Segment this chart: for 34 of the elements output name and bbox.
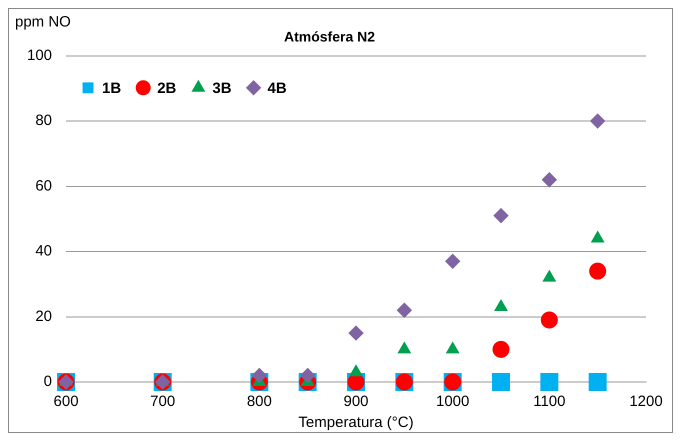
- point: [588, 373, 607, 391]
- point: [542, 172, 557, 188]
- x-tick-label: 800: [246, 393, 272, 410]
- point: [300, 368, 316, 383]
- point: [540, 373, 558, 391]
- y-tick-label: 80: [35, 112, 52, 130]
- point: [492, 340, 510, 358]
- x-tick-label: 1100: [533, 393, 566, 410]
- point: [590, 114, 606, 129]
- y-tick-label: 40: [35, 242, 52, 260]
- point: [348, 326, 364, 341]
- legend-label: 4B: [268, 80, 287, 97]
- legend-label: 1B: [102, 80, 122, 97]
- y-tick-label: 0: [44, 373, 52, 390]
- point: [252, 368, 267, 383]
- legend-label: 3B: [212, 80, 232, 97]
- point: [589, 262, 606, 280]
- x-tick-label: 1200: [629, 393, 663, 410]
- y-tick-label: 100: [26, 46, 52, 64]
- point: [540, 312, 558, 329]
- y-tick-label: 20: [35, 308, 52, 325]
- y-tick-label: 60: [35, 177, 52, 194]
- y-axis-title: ppm NO: [15, 14, 71, 31]
- x-axis-title: Temperatura (°C): [298, 414, 414, 432]
- point: [494, 208, 509, 224]
- x-tick-label: 600: [54, 393, 79, 410]
- x-tick-label: 900: [344, 393, 369, 410]
- legend-label: 2B: [157, 80, 177, 97]
- x-tick-label: 1000: [436, 393, 470, 410]
- point: [396, 302, 412, 318]
- point: [492, 373, 510, 391]
- x-tick-label: 700: [150, 393, 176, 410]
- point: [445, 254, 460, 269]
- chart-title: Atmósfera N2: [284, 28, 376, 44]
